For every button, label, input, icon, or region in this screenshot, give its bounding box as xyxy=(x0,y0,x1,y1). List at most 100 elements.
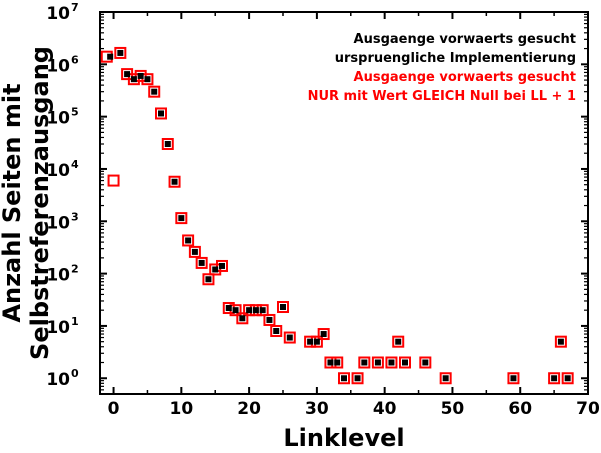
red-open-square-point xyxy=(202,273,215,286)
black-filled-square-point xyxy=(158,110,164,117)
black-filled-square-point xyxy=(246,307,253,314)
y-tick-label-exponent: 1 xyxy=(71,315,79,328)
red-open-square-point xyxy=(236,312,249,325)
black-filled-square-point xyxy=(185,237,192,244)
legend-series-1-line-1: Ausgaenge vorwaerts gesucht xyxy=(354,32,576,47)
black-filled-square-point xyxy=(442,375,449,382)
red-open-square-point xyxy=(161,138,174,151)
y-tick-label-exponent: 6 xyxy=(71,53,79,66)
black-filled-square-point xyxy=(124,71,131,78)
red-open-square-point xyxy=(148,85,161,98)
red-open-square-point xyxy=(182,234,195,247)
legend-series-2-line-2: NUR mit Wert GLEICH Null bei LL + 1 xyxy=(308,89,576,104)
black-filled-square-point xyxy=(395,338,402,345)
legend-series-1-line-2: urspruengliche Implementierung xyxy=(335,51,576,66)
red-open-square-point xyxy=(338,372,350,385)
black-filled-square-point xyxy=(266,316,273,323)
black-filled-square-point xyxy=(117,49,124,56)
y-axis-label-line-2: Selbstreferenzausgang xyxy=(26,46,54,360)
black-filled-square-point xyxy=(151,88,158,95)
black-filled-square-point xyxy=(239,315,246,322)
red-open-square-point xyxy=(277,301,289,314)
x-tick-label: 10 xyxy=(169,399,193,419)
y-tick-label-exponent: 5 xyxy=(71,106,79,119)
black-filled-square-point xyxy=(273,327,280,334)
y-tick-label-exponent: 2 xyxy=(71,263,79,276)
y-tick-label-exponent: 0 xyxy=(71,367,79,380)
red-open-square-point xyxy=(371,356,384,369)
red-open-square-point xyxy=(399,356,411,369)
black-filled-square-point xyxy=(320,331,327,338)
red-open-square-point xyxy=(134,69,147,82)
black-filled-square-point xyxy=(164,141,171,148)
red-open-square-point xyxy=(107,174,120,187)
x-axis-label: Linklevel xyxy=(283,424,404,452)
red-open-square-point xyxy=(439,372,452,385)
black-filled-square-point xyxy=(219,262,225,269)
red-open-square-point xyxy=(317,328,330,341)
red-open-square-point xyxy=(263,313,276,326)
black-filled-square-point xyxy=(402,359,408,366)
red-open-square-point xyxy=(358,356,371,369)
y-tick-label-exponent: 7 xyxy=(71,1,79,14)
black-filled-square-point xyxy=(252,307,259,314)
black-filled-square-point xyxy=(171,178,178,185)
black-filled-square-point xyxy=(130,76,137,83)
y-tick-label: 10 xyxy=(46,4,70,24)
black-filled-square-point xyxy=(212,266,219,273)
y-tick-label-exponent: 3 xyxy=(71,210,79,223)
red-open-square-point xyxy=(155,107,167,120)
y-tick-label: 10 xyxy=(46,266,70,286)
black-filled-square-point xyxy=(205,276,212,283)
x-tick-label: 30 xyxy=(305,399,329,419)
black-filled-square-point xyxy=(198,259,205,266)
red-open-square-point xyxy=(419,356,432,369)
plot-frame xyxy=(99,11,589,395)
black-filled-square-point xyxy=(422,359,429,366)
red-open-square-point xyxy=(209,263,222,276)
axis-ticks xyxy=(100,11,589,395)
black-filled-square-point xyxy=(225,305,232,312)
x-tick-label: 60 xyxy=(508,399,532,419)
black-filled-square-point xyxy=(286,334,293,341)
red-open-square-point xyxy=(561,372,574,385)
red-open-square-point xyxy=(392,335,405,348)
black-filled-square-point xyxy=(374,359,381,366)
black-filled-square-point xyxy=(232,307,239,314)
black-filled-square-point xyxy=(327,359,334,366)
black-filled-square-point xyxy=(334,359,341,366)
y-tick-label: 10 xyxy=(46,161,70,181)
plot-area xyxy=(99,11,589,395)
black-filled-square-point xyxy=(510,375,517,382)
y-tick-label: 10 xyxy=(46,370,70,390)
red-open-square-point xyxy=(548,372,561,385)
y-tick-label-exponent: 4 xyxy=(71,158,79,171)
black-filled-square-point xyxy=(280,304,286,311)
legend: Ausgaenge vorwaerts gesucht urspruenglic… xyxy=(308,32,576,104)
y-tick-label: 10 xyxy=(46,109,70,129)
black-filled-square-point xyxy=(388,359,395,366)
black-filled-square-point xyxy=(361,359,368,366)
data-points xyxy=(100,46,574,385)
x-tick-label: 50 xyxy=(441,399,465,419)
red-open-square-point xyxy=(188,245,201,258)
legend-series-2-line-1: Ausgaenge vorwaerts gesucht xyxy=(354,70,576,85)
black-filled-square-point xyxy=(313,338,320,345)
black-filled-square-point xyxy=(144,76,151,83)
red-open-square-point xyxy=(385,356,398,369)
x-tick-label: 20 xyxy=(237,399,261,419)
x-tick-label: 40 xyxy=(373,399,397,419)
red-open-square-point xyxy=(270,324,283,337)
black-filled-square-point xyxy=(178,215,185,222)
red-open-square-point xyxy=(141,73,154,86)
x-tick-label: 0 xyxy=(108,399,120,419)
red-open-square-point xyxy=(351,372,364,385)
red-open-square-point xyxy=(554,335,567,348)
black-filled-square-point xyxy=(107,53,114,60)
black-filled-square-point xyxy=(564,375,571,382)
x-tick-label: 70 xyxy=(576,399,600,419)
black-filled-square-point xyxy=(557,338,564,345)
red-open-square-point xyxy=(127,73,140,86)
